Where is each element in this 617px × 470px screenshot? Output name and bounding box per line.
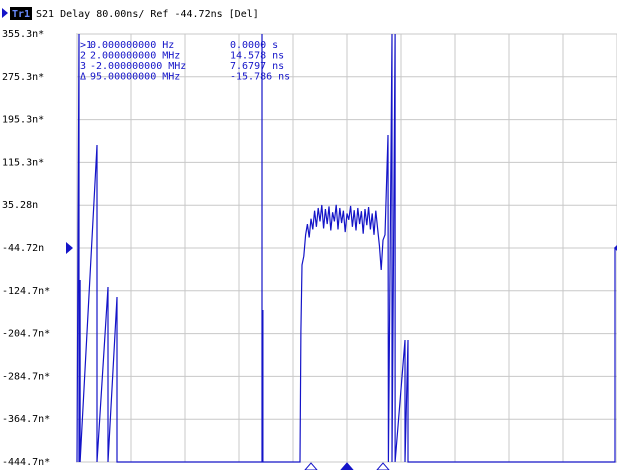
y-tick-label: 275.3n* xyxy=(2,72,44,83)
y-tick-label: 35.28n xyxy=(2,200,38,211)
marker-cell: -2.000000000 MHz xyxy=(90,61,186,72)
marker-cell: >1 xyxy=(80,40,92,51)
marker-cell: 95.00000000 MHz xyxy=(90,72,180,83)
marker-cell: 7.6797 ns xyxy=(230,61,284,72)
y-tick-label: 195.3n* xyxy=(2,115,44,126)
y-tick-label: -284.7n* xyxy=(2,371,50,382)
y-tick-label: 355.3n* xyxy=(2,29,44,40)
marker-cell: 0.0000 s xyxy=(230,40,278,51)
marker-triangle xyxy=(304,462,318,470)
marker-cell: -15.786 ns xyxy=(230,72,290,83)
y-tick-label: -364.7n* xyxy=(2,414,50,425)
trace-label: Tr1 xyxy=(12,9,30,20)
marker-cell: 14.578 ns xyxy=(230,51,284,62)
chart-title: S21 Delay 80.00ns/ Ref -44.72ns [Del] xyxy=(36,9,259,20)
marker-cell: Δ xyxy=(80,72,86,83)
y-tick-label: -444.7n* xyxy=(2,457,50,468)
marker-cell: 0.000000000 Hz xyxy=(90,40,174,51)
marker-triangle xyxy=(376,462,390,470)
ref-arrow xyxy=(66,242,73,255)
trace xyxy=(76,33,617,463)
y-tick-label: 115.3n* xyxy=(2,157,44,168)
marker-cell: 2.000000000 MHz xyxy=(90,51,180,62)
y-tick-label: -204.7n* xyxy=(2,329,50,340)
marker-triangle xyxy=(340,462,354,470)
y-tick-label: -124.7n* xyxy=(2,286,50,297)
marker-cell: 2 xyxy=(80,51,86,62)
trace-badge xyxy=(10,7,32,20)
y-tick-label: -44.72n xyxy=(2,243,44,254)
trace-arrow xyxy=(2,8,8,18)
marker-cell: 3 xyxy=(80,61,86,72)
